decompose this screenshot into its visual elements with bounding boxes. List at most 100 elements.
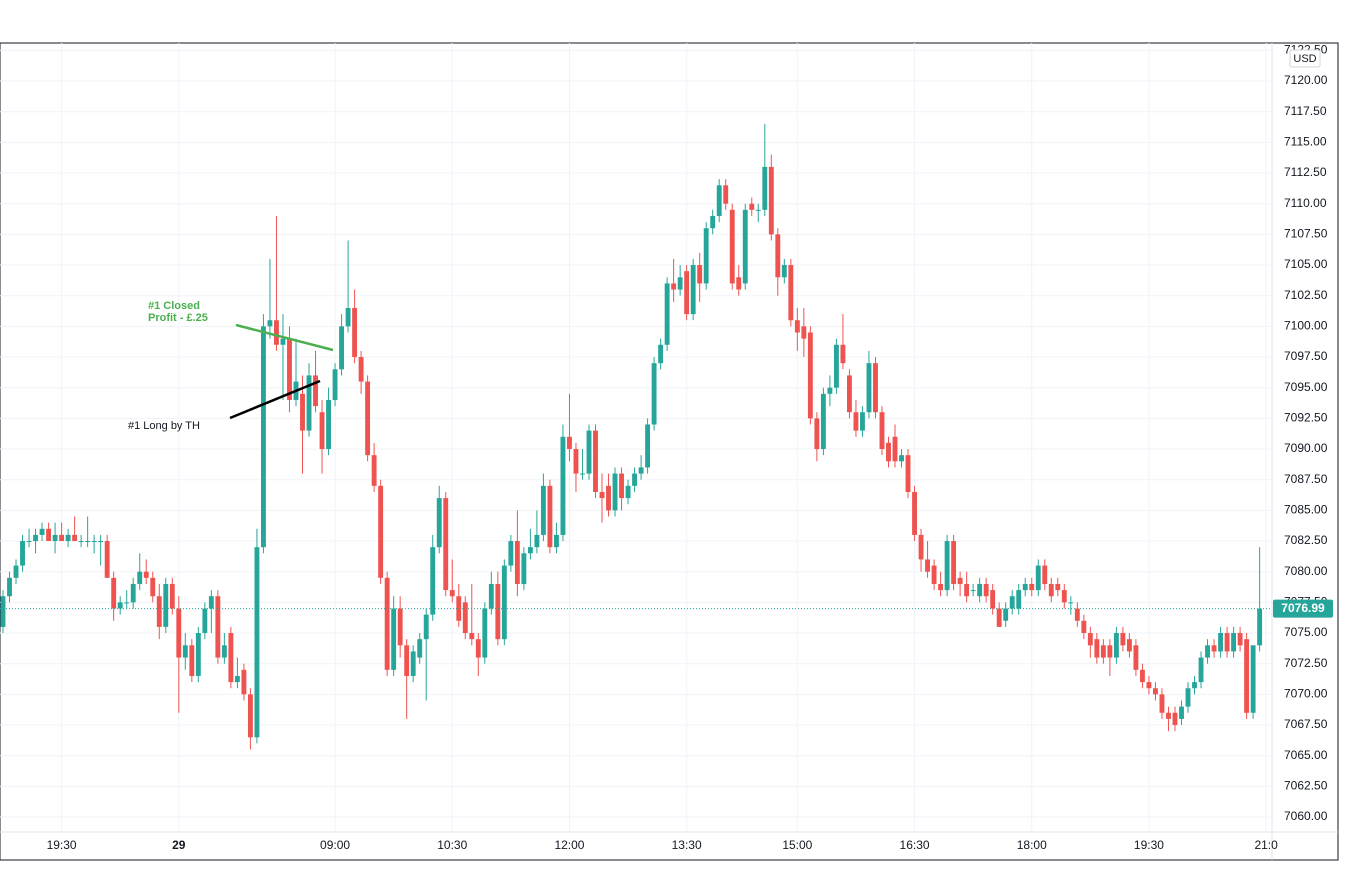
candle-body bbox=[970, 590, 976, 592]
y-tick-label: 7087.50 bbox=[1284, 472, 1328, 486]
candle-body bbox=[1003, 608, 1009, 621]
candle-body bbox=[391, 608, 397, 670]
candle-body bbox=[684, 271, 690, 315]
candle-body bbox=[788, 265, 794, 321]
candle-body bbox=[339, 326, 345, 370]
candle-body bbox=[469, 633, 475, 640]
candle-body bbox=[345, 307, 351, 327]
x-tick-label: 19:30 bbox=[1134, 838, 1164, 852]
last-price-box bbox=[1273, 599, 1333, 618]
candle-body bbox=[169, 583, 175, 609]
candle-body bbox=[892, 436, 898, 462]
candle-body bbox=[26, 541, 32, 543]
candle-body bbox=[1231, 633, 1237, 652]
x-tick-label: 21:0 bbox=[1254, 838, 1278, 852]
candle-body bbox=[156, 596, 162, 627]
candle-body bbox=[814, 418, 820, 450]
x-tick-label: 09:00 bbox=[320, 838, 350, 852]
candle-body bbox=[208, 596, 214, 609]
candle-body bbox=[599, 491, 605, 499]
candle-body bbox=[1029, 583, 1035, 591]
candle-body bbox=[690, 265, 696, 315]
x-tick-label: 10:30 bbox=[437, 838, 467, 852]
candle-body bbox=[319, 412, 325, 450]
candle-body bbox=[1153, 688, 1158, 695]
candle-body bbox=[1257, 608, 1263, 646]
candle-body bbox=[866, 363, 872, 413]
candle-body bbox=[104, 541, 110, 578]
candle-body bbox=[137, 571, 143, 584]
candle-body bbox=[436, 498, 442, 548]
candle-body bbox=[1146, 682, 1152, 689]
y-tick-label: 7097.50 bbox=[1284, 349, 1328, 363]
x-tick-label: 29 bbox=[172, 838, 186, 852]
candle-body bbox=[1179, 706, 1184, 719]
candle-body bbox=[742, 209, 748, 284]
x-tick-label: 13:30 bbox=[672, 838, 702, 852]
candle-body bbox=[553, 534, 559, 548]
candle-body bbox=[91, 541, 97, 543]
candle-body bbox=[430, 547, 436, 615]
candle-body bbox=[508, 541, 514, 566]
candle-body bbox=[1094, 639, 1100, 658]
close-marker bbox=[235, 323, 334, 352]
x-tick-label: 15:00 bbox=[782, 838, 812, 852]
candle-body bbox=[886, 442, 891, 462]
candle-body bbox=[833, 344, 839, 388]
x-tick-label: 12:00 bbox=[554, 838, 584, 852]
x-tick-label: 19:30 bbox=[47, 838, 77, 852]
candle-body bbox=[98, 541, 104, 543]
candle-body bbox=[638, 467, 644, 474]
annotation-closed: #1 Closed bbox=[148, 300, 200, 312]
candle-body bbox=[938, 583, 944, 591]
currency: USD bbox=[1293, 53, 1316, 65]
candle-body bbox=[1100, 645, 1106, 658]
y-tick-label: 7112.50 bbox=[1284, 165, 1327, 179]
candle-body bbox=[300, 393, 305, 431]
y-tick-label: 7120.00 bbox=[1284, 73, 1328, 87]
y-tick-label: 7082.50 bbox=[1284, 533, 1328, 547]
candle-body bbox=[1166, 712, 1171, 719]
candle-body bbox=[1009, 596, 1015, 609]
candle-body bbox=[879, 412, 885, 450]
candle-body bbox=[124, 602, 130, 604]
candle-body bbox=[456, 596, 462, 621]
y-tick-label: 7090.00 bbox=[1284, 441, 1328, 455]
candle-body bbox=[7, 577, 12, 597]
candle-body bbox=[1205, 645, 1210, 658]
candle-body bbox=[150, 577, 156, 597]
candle-body bbox=[495, 583, 501, 640]
candle-body bbox=[612, 473, 618, 511]
candle-body bbox=[46, 528, 52, 542]
candle-body bbox=[573, 449, 579, 474]
candle-body bbox=[423, 614, 429, 640]
candle-body bbox=[632, 473, 638, 486]
candle-body bbox=[280, 338, 286, 345]
candle-body bbox=[645, 424, 651, 468]
candle-body bbox=[983, 583, 989, 597]
annotation-profit: Profit - £.25 bbox=[148, 312, 208, 324]
candle-body bbox=[332, 369, 338, 400]
last-price-label: 7076.99 bbox=[1281, 601, 1325, 615]
candle-body bbox=[39, 528, 45, 535]
candle-body bbox=[65, 534, 71, 542]
candle-body bbox=[254, 547, 260, 738]
candle-body bbox=[1074, 608, 1080, 621]
candle-body bbox=[1126, 639, 1132, 652]
candle-body bbox=[521, 553, 527, 584]
candle-body bbox=[33, 534, 38, 542]
candle-body bbox=[820, 393, 826, 450]
y-tick-label: 7075.00 bbox=[1284, 625, 1328, 639]
candle-body bbox=[117, 602, 123, 609]
candle-body bbox=[1087, 633, 1093, 646]
candle-body bbox=[365, 381, 371, 456]
candle-body bbox=[287, 338, 292, 400]
annotation-long: #1 Long by TH bbox=[128, 420, 200, 432]
candle-body bbox=[606, 485, 611, 511]
x-tick-label: 18:00 bbox=[1017, 838, 1047, 852]
candle-body bbox=[912, 491, 917, 535]
candle-body bbox=[567, 436, 572, 450]
candle-body bbox=[371, 455, 377, 486]
candle-body bbox=[1185, 688, 1191, 707]
candle-body bbox=[449, 590, 455, 597]
